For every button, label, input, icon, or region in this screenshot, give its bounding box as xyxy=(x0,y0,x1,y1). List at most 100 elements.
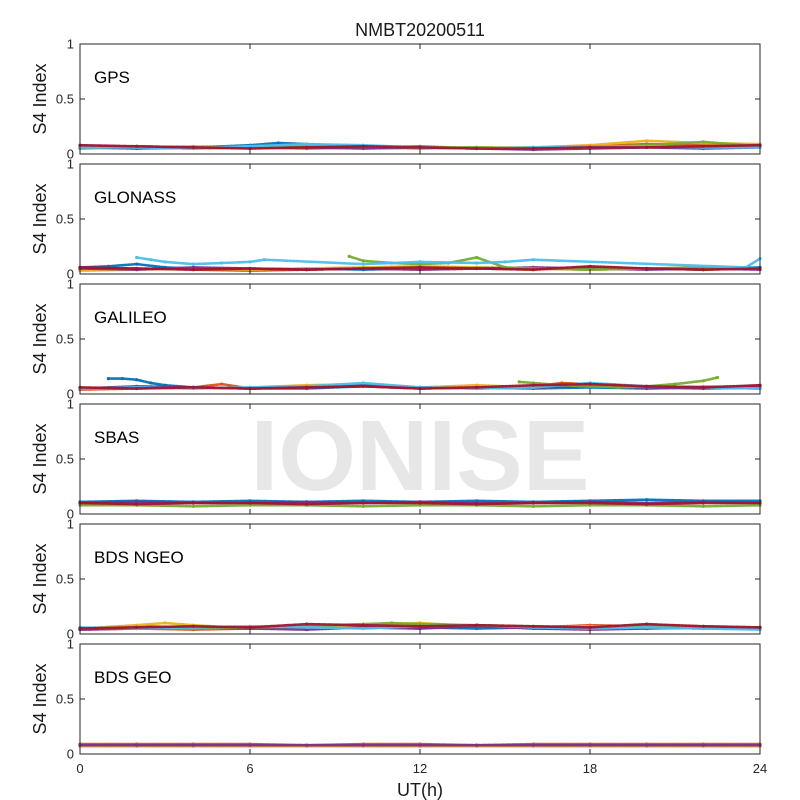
data-point xyxy=(305,628,309,632)
y-tick-label: 0 xyxy=(67,147,74,162)
data-point xyxy=(135,500,139,504)
data-point xyxy=(120,377,125,381)
series-trace xyxy=(135,256,762,269)
data-point xyxy=(588,743,592,747)
data-point xyxy=(361,384,365,388)
data-point xyxy=(248,499,252,503)
data-point xyxy=(517,380,521,384)
data-point xyxy=(645,743,649,747)
y-axis-label: S4 Index xyxy=(30,423,50,494)
data-point xyxy=(361,262,365,266)
panel-label: SBAS xyxy=(94,428,139,447)
data-point xyxy=(361,259,365,263)
data-point xyxy=(418,743,422,747)
data-point xyxy=(191,145,195,149)
panel-4: 0 0.5 1 S4 Index SBAS xyxy=(30,397,762,522)
data-point xyxy=(191,262,195,266)
y-axis-label: S4 Index xyxy=(30,543,50,614)
data-point xyxy=(475,383,479,387)
data-point xyxy=(361,381,365,385)
y-tick-label: 0 xyxy=(67,507,74,522)
data-point xyxy=(248,743,252,747)
data-point xyxy=(418,626,422,631)
data-point xyxy=(191,268,195,272)
data-point xyxy=(645,139,649,143)
data-point xyxy=(248,386,252,391)
y-tick-label: 0 xyxy=(67,387,74,402)
panel-2: 0 0.5 1 S4 Index GLONASS xyxy=(30,157,762,282)
data-point xyxy=(418,622,422,626)
data-point xyxy=(305,268,309,272)
data-point xyxy=(390,621,394,625)
data-point xyxy=(645,625,649,630)
data-point xyxy=(701,743,705,747)
panel-plot-area xyxy=(80,164,760,274)
data-point xyxy=(418,260,422,264)
data-point xyxy=(588,382,592,386)
data-point xyxy=(645,384,649,388)
data-point xyxy=(248,503,252,507)
series-3 xyxy=(78,743,762,747)
data-point xyxy=(305,622,309,626)
data-point xyxy=(645,622,649,626)
data-point xyxy=(135,743,139,747)
panel-3: 0 0.5 1 S4 Index GALILEO xyxy=(30,277,762,402)
data-point xyxy=(475,255,479,260)
data-point xyxy=(135,625,139,630)
y-tick-label: 1 xyxy=(67,397,74,412)
y-axis-label: S4 Index xyxy=(30,663,50,734)
data-point xyxy=(503,260,507,264)
data-point xyxy=(248,266,252,271)
data-point xyxy=(248,260,252,264)
data-point xyxy=(531,383,535,387)
data-point xyxy=(248,625,252,630)
chart-title: NMBT20200511 xyxy=(355,20,485,40)
series-7 xyxy=(78,143,762,151)
data-point xyxy=(475,266,479,271)
data-point xyxy=(715,375,720,380)
data-point xyxy=(248,146,252,151)
data-point xyxy=(305,142,309,146)
data-point xyxy=(475,623,479,627)
data-point xyxy=(531,501,535,505)
y-tick-label: 0 xyxy=(67,627,74,642)
data-point xyxy=(475,385,479,389)
data-point xyxy=(305,743,309,747)
data-point xyxy=(475,146,479,151)
y-tick-label: 1 xyxy=(67,37,74,52)
data-point xyxy=(531,743,535,747)
data-point xyxy=(276,141,280,145)
data-point xyxy=(475,499,479,503)
data-point xyxy=(418,262,422,266)
data-point xyxy=(361,626,365,631)
data-point xyxy=(531,624,535,628)
panels: 0 0.5 1 S4 Index GPS 0 0.5 1 S4 Index GLONASS 0 0.5… xyxy=(30,37,767,777)
series-6 xyxy=(135,255,762,269)
data-point xyxy=(588,501,592,505)
y-tick-label: 0 xyxy=(67,267,74,282)
data-point xyxy=(418,501,422,505)
data-point xyxy=(361,504,365,508)
x-tick-label: 0 xyxy=(76,761,83,776)
data-point xyxy=(418,624,422,628)
data-point xyxy=(701,626,705,631)
data-point xyxy=(220,382,224,386)
y-axis-label: S4 Index xyxy=(30,183,50,254)
data-point xyxy=(588,384,592,388)
data-point xyxy=(135,262,139,266)
panel-5: 0 0.5 1 S4 Index BDS NGEO xyxy=(30,517,762,642)
data-point xyxy=(347,254,351,258)
data-point xyxy=(361,501,365,505)
data-point xyxy=(701,144,705,148)
panel-plot-area xyxy=(80,524,760,634)
data-point xyxy=(149,381,153,385)
y-tick-label: 1 xyxy=(67,277,74,292)
data-point xyxy=(163,260,167,264)
data-point xyxy=(305,502,309,506)
data-point xyxy=(531,258,535,262)
data-point xyxy=(191,624,195,628)
panel-label: GALILEO xyxy=(94,308,167,327)
data-point xyxy=(531,146,535,151)
data-point xyxy=(305,145,309,149)
